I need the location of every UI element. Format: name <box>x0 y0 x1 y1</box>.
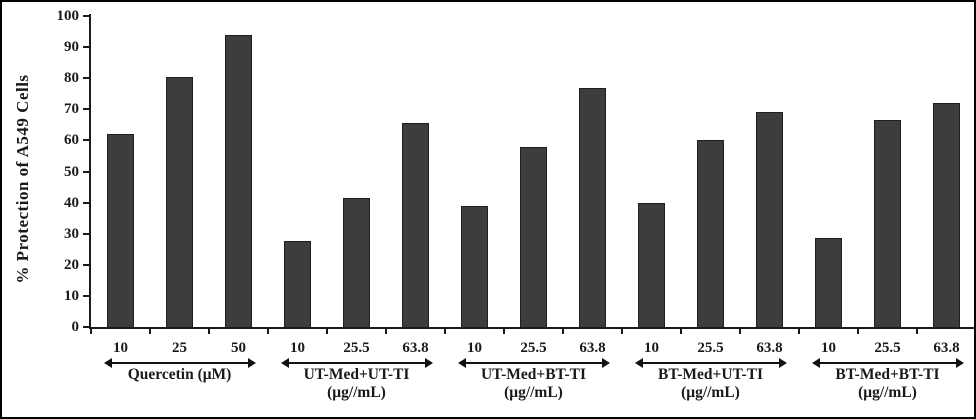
x-tick-label: 63.8 <box>402 340 429 356</box>
x-tick-label: 10 <box>290 340 305 356</box>
x-tick-label: 25.5 <box>874 340 901 356</box>
y-tick-mark <box>83 15 91 17</box>
y-tick-mark <box>83 108 91 111</box>
bar <box>343 197 370 327</box>
x-tick-label: 50 <box>231 340 246 356</box>
x-tick-label: 63.8 <box>933 340 960 356</box>
y-tick-label: 100 <box>56 8 80 24</box>
group-label: UT-Med+BT-TI <box>480 366 587 383</box>
y-tick-label: 70 <box>64 101 79 118</box>
bar <box>402 123 429 327</box>
group-range-arrow <box>280 358 433 368</box>
group-label-units: (μg//mL) <box>504 384 563 401</box>
arrow-left-head-icon <box>457 358 466 368</box>
x-tick-label: 10 <box>113 340 128 356</box>
bar <box>579 87 606 327</box>
group-range-arrow <box>811 358 964 368</box>
arrow-right-head-icon <box>424 358 433 368</box>
bar <box>520 146 547 327</box>
y-tick-mark <box>83 201 91 204</box>
x-tick-mark <box>385 327 387 334</box>
group-label: UT-Med+UT-TI <box>303 366 410 383</box>
x-tick-label: 25.5 <box>697 340 724 356</box>
y-axis-title: % Protection of A549 Cells <box>13 74 32 284</box>
y-tick-label: 30 <box>64 225 79 242</box>
x-tick-mark <box>680 327 682 334</box>
bar <box>697 140 724 327</box>
arrow-right-head-icon <box>778 358 787 368</box>
group-label: BT-Med+UT-TI <box>657 366 764 383</box>
x-tick-label: 10 <box>821 340 836 356</box>
bar <box>225 34 252 327</box>
group-range-arrow <box>103 358 256 368</box>
x-tick-label: 25.5 <box>520 340 547 356</box>
y-tick-label: 50 <box>64 163 79 180</box>
y-tick-mark <box>83 170 91 173</box>
y-tick-mark <box>83 139 91 142</box>
arrow-right-head-icon <box>955 358 964 368</box>
bar <box>284 241 311 327</box>
y-tick-label: 40 <box>64 194 79 211</box>
y-tick-mark <box>83 77 91 80</box>
x-tick-mark <box>916 327 918 334</box>
x-tick-label: 25 <box>172 340 187 356</box>
x-tick-mark <box>90 327 92 334</box>
x-tick-mark <box>798 327 800 334</box>
x-tick-mark <box>621 327 623 334</box>
y-tick-label: 80 <box>64 70 79 87</box>
bar <box>461 205 488 327</box>
x-tick-mark <box>208 327 210 334</box>
bar <box>815 238 842 327</box>
x-tick-mark <box>562 327 564 334</box>
arrow-left-head-icon <box>634 358 643 368</box>
arrow-left-head-icon <box>103 358 112 368</box>
bar <box>166 76 193 327</box>
arrow-right-head-icon <box>247 358 256 368</box>
group-label-units: (μg//mL) <box>858 384 917 401</box>
bar <box>638 202 665 327</box>
x-tick-label: 10 <box>644 340 659 356</box>
bar <box>756 112 783 327</box>
x-tick-mark <box>444 327 446 334</box>
arrow-left-head-icon <box>280 358 289 368</box>
bar <box>933 103 960 327</box>
y-tick-mark <box>83 294 91 297</box>
x-tick-label: 63.8 <box>756 340 783 356</box>
x-tick-mark <box>149 327 151 334</box>
y-tick-mark <box>83 46 91 49</box>
x-tick-label: 25.5 <box>343 340 370 356</box>
bar <box>874 120 901 327</box>
x-tick-mark <box>326 327 328 334</box>
bar <box>107 134 134 327</box>
y-tick-mark <box>83 263 91 266</box>
y-tick-label: 10 <box>64 287 79 304</box>
y-tick-label: 20 <box>64 256 79 273</box>
group-label-units: (μg//mL) <box>327 384 386 401</box>
y-tick-label: 0 <box>71 319 80 335</box>
x-tick-label: 63.8 <box>579 340 606 356</box>
y-tick-label: 90 <box>64 39 79 56</box>
group-label: BT-Med+BT-TI <box>835 366 940 383</box>
x-tick-label: 10 <box>467 340 482 356</box>
arrow-right-head-icon <box>601 358 610 368</box>
group-range-arrow <box>457 358 610 368</box>
y-tick-mark <box>83 326 91 328</box>
y-tick-label: 60 <box>64 132 79 149</box>
x-tick-mark <box>739 327 741 334</box>
x-tick-mark <box>267 327 269 334</box>
group-range-arrow <box>634 358 787 368</box>
y-tick-mark <box>83 232 91 235</box>
x-axis-line <box>89 327 974 329</box>
arrow-left-head-icon <box>811 358 820 368</box>
group-label-units: (μg//mL) <box>681 384 740 401</box>
x-tick-mark <box>857 327 859 334</box>
x-tick-mark <box>503 327 505 334</box>
group-label: Quercetin (μM) <box>127 366 232 383</box>
